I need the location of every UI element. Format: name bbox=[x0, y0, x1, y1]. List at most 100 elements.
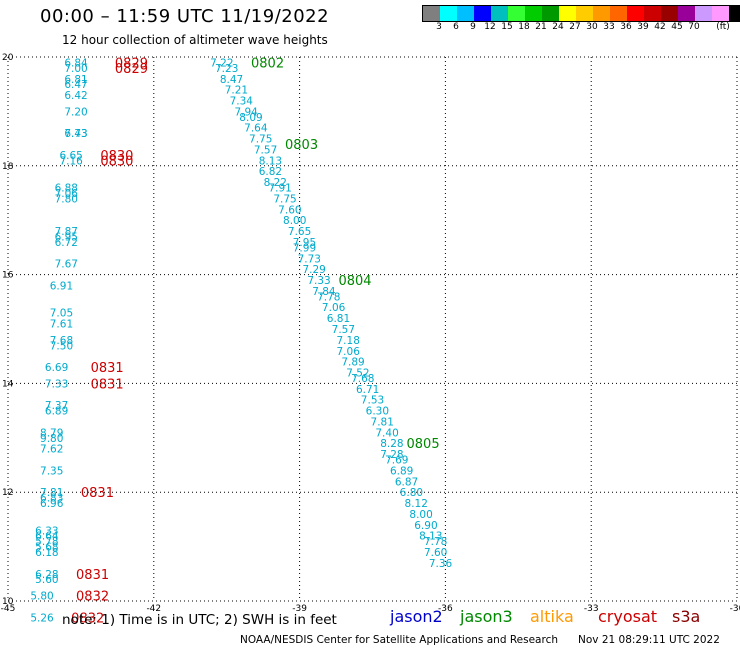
swh-value: 7.05 bbox=[50, 308, 73, 320]
colorbar-label: 12 bbox=[484, 22, 496, 32]
colorbar-label: 70 bbox=[688, 22, 700, 32]
swh-value: 7.91 bbox=[268, 183, 291, 195]
swh-value: 7.73 bbox=[298, 253, 321, 265]
swh-value: 7.75 bbox=[273, 193, 296, 205]
swh-value: 7.81 bbox=[371, 416, 394, 428]
swh-value: 5.26 bbox=[30, 612, 54, 624]
swh-value: 7.84 bbox=[312, 286, 336, 298]
time-label: 0829 bbox=[115, 56, 148, 71]
legend-jason3: jason3 bbox=[460, 607, 513, 626]
colorbar-swatch bbox=[695, 6, 712, 21]
colorbar-swatch bbox=[712, 6, 729, 21]
colorbar-label: 30 bbox=[586, 22, 598, 32]
swh-value: 8.12 bbox=[405, 498, 428, 510]
swh-value: 8.00 bbox=[283, 215, 306, 227]
swh-value: 7.20 bbox=[64, 106, 87, 118]
swh-value: 5.80 bbox=[30, 591, 53, 603]
swh-value: 7.87 bbox=[55, 226, 78, 238]
y-tick-label: 16 bbox=[2, 271, 14, 281]
footer-note: note: 1) Time is in UTC; 2) SWH is in fe… bbox=[62, 612, 337, 628]
swh-value: 7.35 bbox=[40, 465, 63, 477]
swh-value: 6.69 bbox=[45, 362, 68, 374]
swh-value: 8.00 bbox=[409, 509, 432, 521]
swh-value: 9.80 bbox=[40, 433, 63, 445]
swh-value: 7.78 bbox=[424, 536, 447, 548]
y-tick-label: 12 bbox=[2, 488, 13, 498]
swh-value: 7.95 bbox=[293, 237, 316, 249]
x-tick-label: -30 bbox=[730, 604, 740, 614]
swh-value: 7.23 bbox=[215, 63, 238, 75]
colorbar-label: 42 bbox=[654, 22, 666, 32]
colorbar-swatch bbox=[457, 6, 474, 21]
colorbar-swatch bbox=[678, 6, 695, 21]
colorbar-label: 27 bbox=[569, 22, 581, 32]
colorbar-swatch bbox=[593, 6, 610, 21]
y-tick-label: 10 bbox=[2, 597, 14, 607]
x-tick-label: -39 bbox=[292, 604, 307, 614]
footer-timestamp: Nov 21 08:29:11 UTC 2022 bbox=[578, 634, 720, 646]
swh-value: 7.69 bbox=[385, 455, 408, 467]
swh-value: 7.61 bbox=[50, 319, 73, 331]
x-tick-label: -33 bbox=[584, 604, 599, 614]
swh-value: 7.29 bbox=[302, 264, 325, 276]
swh-value: 7.62 bbox=[40, 444, 63, 456]
swh-value: 6.88 bbox=[55, 183, 78, 195]
time-label: 0830 bbox=[100, 154, 133, 169]
time-label: 0832 bbox=[76, 590, 109, 605]
y-tick-label: 14 bbox=[2, 379, 14, 389]
swh-value: 7.28 bbox=[380, 449, 403, 461]
chart-title: 00:00 – 11:59 UTC 11/19/2022 bbox=[40, 6, 330, 27]
swh-value: 7.53 bbox=[361, 395, 384, 407]
swh-value: 8.47 bbox=[220, 74, 243, 86]
time-label: 0805 bbox=[407, 437, 440, 452]
colorbar-label: 15 bbox=[501, 22, 513, 32]
swh-value: 8.22 bbox=[264, 177, 287, 189]
colorbar-label: (ft) bbox=[716, 22, 730, 32]
colorbar-swatch bbox=[542, 6, 559, 21]
swh-value: 7.34 bbox=[230, 96, 254, 108]
swh-value: 6.73 bbox=[64, 128, 87, 140]
swh-value: 6.42 bbox=[64, 90, 87, 102]
x-tick-label: -36 bbox=[438, 604, 453, 614]
colorbar-swatch bbox=[559, 6, 576, 21]
swh-value: 7.78 bbox=[317, 291, 340, 303]
colorbar-label: 24 bbox=[552, 22, 564, 32]
swh-value: 5.60 bbox=[35, 574, 58, 586]
legend-altika: altika bbox=[530, 607, 574, 626]
swh-value: 7.80 bbox=[55, 193, 78, 205]
colorbar-swatch bbox=[610, 6, 627, 21]
swh-value: 6.83 bbox=[40, 493, 63, 505]
swh-value: 7.99 bbox=[293, 242, 316, 254]
swh-value: 6.30 bbox=[366, 406, 389, 418]
swh-value: 7.06 bbox=[55, 188, 79, 200]
swh-value: 7.57 bbox=[332, 324, 355, 336]
colorbar-swatch bbox=[729, 6, 740, 21]
swh-value: 7.33 bbox=[45, 378, 68, 390]
swh-value: 7.75 bbox=[249, 134, 272, 146]
colorbar-label: 21 bbox=[535, 22, 547, 32]
swh-value: 6.28 bbox=[35, 569, 58, 581]
colorbar-swatch bbox=[576, 6, 593, 21]
colorbar-label: 45 bbox=[671, 22, 683, 32]
swh-value: 7.64 bbox=[244, 123, 268, 135]
swh-value: 6.91 bbox=[50, 280, 73, 292]
swh-value: 7.81 bbox=[40, 487, 63, 499]
swh-value: 7.37 bbox=[45, 400, 68, 412]
swh-value: 5.68 bbox=[35, 542, 58, 554]
swh-value: 6.89 bbox=[390, 465, 413, 477]
swh-value: 6.96 bbox=[40, 498, 64, 510]
swh-value: 7.52 bbox=[346, 368, 369, 380]
colorbar-label: 18 bbox=[518, 22, 530, 32]
swh-value: 6.89 bbox=[45, 406, 68, 418]
time-label: 0832 bbox=[71, 611, 104, 626]
time-label: 0831 bbox=[91, 361, 124, 376]
legend-jason2: jason2 bbox=[390, 607, 443, 626]
swh-value: 6.18 bbox=[35, 547, 58, 559]
chart-subtitle: 12 hour collection of altimeter wave hei… bbox=[62, 33, 328, 47]
swh-value: 6.80 bbox=[400, 487, 423, 499]
swh-value: 6.47 bbox=[64, 79, 87, 91]
footer-credit: NOAA/NESDIS Center for Satellite Applica… bbox=[240, 634, 558, 646]
swh-value: 7.67 bbox=[55, 259, 78, 271]
swh-value: 7.60 bbox=[278, 204, 301, 216]
